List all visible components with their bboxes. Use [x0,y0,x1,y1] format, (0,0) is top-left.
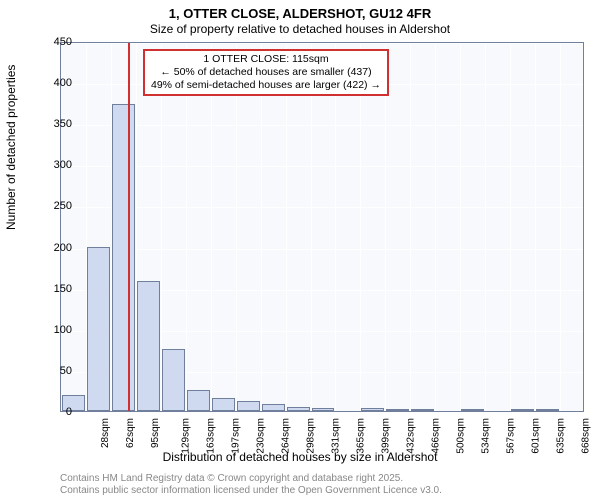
y-tick-label: 250 [32,200,72,212]
gridline-h [61,413,583,414]
bar [137,281,160,411]
bar [312,408,335,411]
gridline-v [560,43,561,411]
gridline-v [410,43,411,411]
y-tick-label: 100 [32,324,72,336]
y-axis-label: Number of detached properties [4,65,18,230]
x-tick-label: 331sqm [331,418,342,454]
gridline-v [435,43,436,411]
y-tick-label: 400 [32,77,72,89]
x-tick-label: 365sqm [356,418,367,454]
y-tick-label: 450 [32,36,72,48]
annotation-line: 1 OTTER CLOSE: 115sqm [151,53,381,66]
gridline-h [61,43,583,44]
gridline-h [61,125,583,126]
x-tick-label: 264sqm [281,418,292,454]
bar [536,409,559,411]
y-tick-label: 350 [32,118,72,130]
gridline-v [385,43,386,411]
gridline-v [261,43,262,411]
y-tick-label: 150 [32,283,72,295]
x-tick-label: 567sqm [505,418,516,454]
bar [386,409,409,411]
attribution-line1: Contains HM Land Registry data © Crown c… [60,473,403,484]
bar [361,408,384,411]
x-tick-label: 298sqm [306,418,317,454]
gridline-v [585,43,586,411]
x-tick-label: 62sqm [125,418,136,448]
gridline-v [335,43,336,411]
gridline-v [186,43,187,411]
bar [411,409,434,411]
x-tick-label: 95sqm [150,418,161,448]
gridline-h [61,166,583,167]
x-tick-label: 432sqm [405,418,416,454]
gridline-v [460,43,461,411]
annotation-line: ← 50% of detached houses are smaller (43… [151,66,381,79]
x-tick-label: 197sqm [231,418,242,454]
chart-title-line2: Size of property relative to detached ho… [0,22,600,36]
bar [187,390,210,411]
bar [262,404,285,411]
gridline-v [510,43,511,411]
plot-area: 1 OTTER CLOSE: 115sqm← 50% of detached h… [60,42,584,412]
x-tick-label: 500sqm [455,418,466,454]
x-tick-label: 129sqm [181,418,192,454]
gridline-v [286,43,287,411]
bar [162,349,185,411]
bar [511,409,534,411]
y-tick-label: 0 [32,406,72,418]
gridline-v [211,43,212,411]
x-tick-label: 635sqm [555,418,566,454]
x-tick-label: 668sqm [580,418,591,454]
x-tick-label: 28sqm [100,418,111,448]
gridline-v [311,43,312,411]
annotation-line: 49% of semi-detached houses are larger (… [151,79,381,92]
chart-title-line1: 1, OTTER CLOSE, ALDERSHOT, GU12 4FR [0,6,600,21]
x-tick-label: 399sqm [381,418,392,454]
bar [212,398,235,411]
gridline-v [535,43,536,411]
marker-line [128,43,130,411]
gridline-v [360,43,361,411]
gridline-v [236,43,237,411]
gridline-h [61,249,583,250]
x-tick-label: 534sqm [480,418,491,454]
annotation-box: 1 OTTER CLOSE: 115sqm← 50% of detached h… [143,49,389,96]
y-tick-label: 200 [32,242,72,254]
bar [112,104,135,411]
gridline-h [61,207,583,208]
bar [287,407,310,411]
attribution-line2: Contains public sector information licen… [60,485,442,496]
x-tick-label: 163sqm [206,418,217,454]
bar [237,401,260,411]
bar [87,247,110,411]
x-tick-label: 230sqm [256,418,267,454]
x-tick-label: 601sqm [530,418,541,454]
bar [461,409,484,411]
y-tick-label: 300 [32,159,72,171]
y-tick-label: 50 [32,365,72,377]
gridline-v [485,43,486,411]
x-tick-label: 466sqm [430,418,441,454]
